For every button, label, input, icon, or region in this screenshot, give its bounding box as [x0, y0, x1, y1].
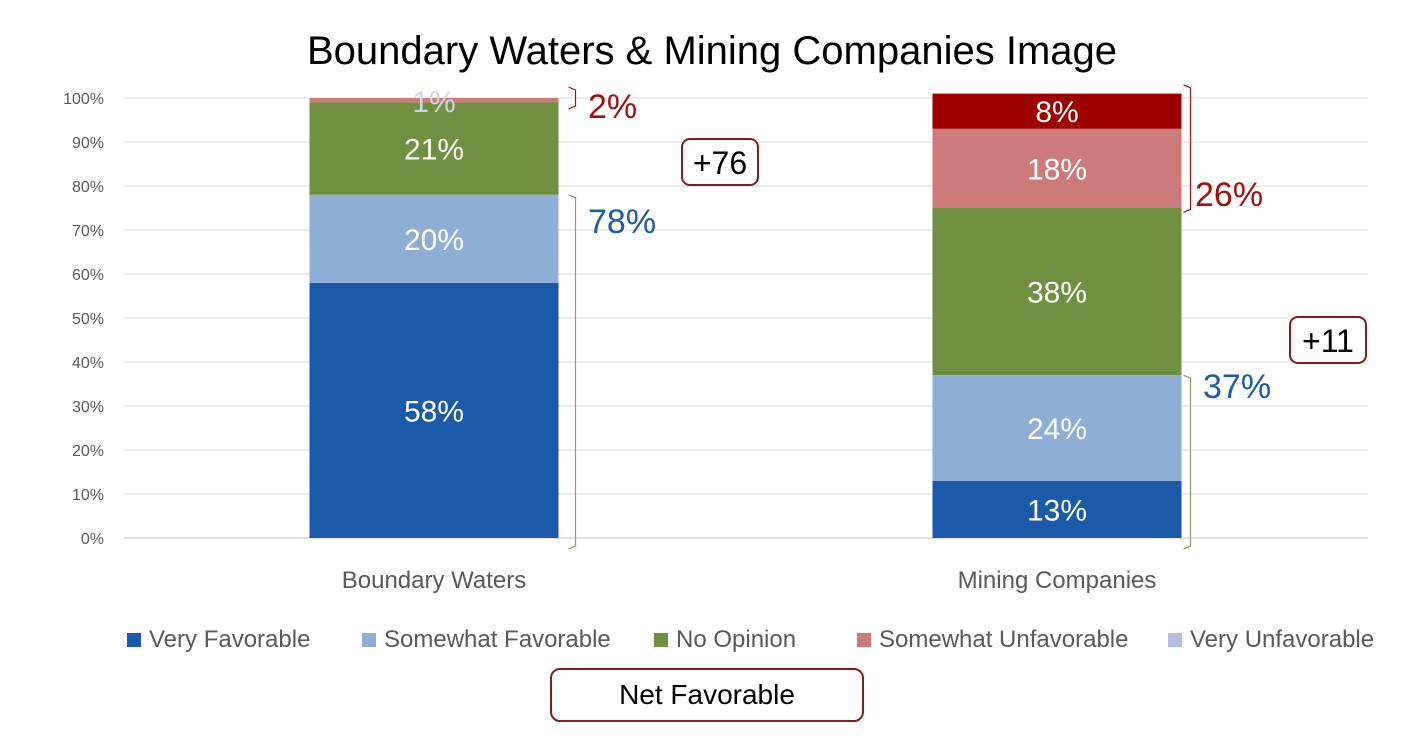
- x-axis: Boundary Waters Mining Companies: [342, 567, 1157, 594]
- bar-data-label: 18%: [1027, 153, 1087, 186]
- legend-item: Very Unfavorable: [1168, 626, 1374, 654]
- chart-title: Boundary Waters & Mining Companies Image: [307, 29, 1117, 73]
- bar-segment: [309, 282, 559, 538]
- y-tick-label: 100%: [63, 91, 104, 108]
- bar-data-label: 58%: [404, 395, 464, 428]
- bracket-total-label: 26%: [1195, 176, 1263, 214]
- legend-swatch: [362, 633, 376, 647]
- bar-data-label: 21%: [404, 134, 464, 167]
- bracket: [568, 86, 577, 110]
- legend: Very Favorable Somewhat Favorable No Opini…: [0, 626, 1424, 662]
- y-tick-label: 80%: [72, 179, 104, 196]
- bar-segment: [932, 375, 1182, 481]
- legend-item: No Opinion: [654, 626, 796, 654]
- x-category-label: Mining Companies: [958, 567, 1157, 594]
- bar-segment: [932, 128, 1182, 208]
- bar-segment: [932, 480, 1182, 538]
- net-favorable-box: [1289, 316, 1367, 364]
- net-favorable-value: +76: [693, 145, 747, 181]
- legend-label: No Opinion: [676, 626, 797, 653]
- net-favorable-value: +11: [1302, 323, 1354, 359]
- y-tick-label: 30%: [72, 399, 104, 416]
- bracket-total-label: 78%: [588, 203, 656, 241]
- bar-segment: [932, 208, 1182, 376]
- bar-segment: [309, 102, 559, 195]
- y-tick-label: 40%: [72, 355, 104, 372]
- net-favorable-legend-box: Net Favorable: [550, 668, 864, 722]
- legend-swatch: [654, 633, 668, 647]
- brackets: 78% 2% +76 37% 26% +11: [568, 84, 1367, 550]
- bar-segment: [309, 98, 559, 103]
- y-tick-label: 50%: [72, 311, 104, 328]
- y-tick-label: 20%: [72, 443, 104, 460]
- legend-label: Somewhat Favorable: [384, 626, 611, 653]
- bar-segment: [932, 93, 1182, 129]
- x-category-label: Boundary Waters: [342, 567, 527, 594]
- bracket-total-label: 2%: [588, 88, 637, 126]
- y-tick-label: 90%: [72, 135, 104, 152]
- bracket: [1183, 84, 1192, 213]
- net-favorable-legend-label: Net Favorable: [619, 679, 795, 710]
- y-tick-label: 0%: [81, 531, 104, 548]
- bar-data-label: 38%: [1027, 277, 1087, 310]
- y-tick-label: 70%: [72, 223, 104, 240]
- legend-item: Very Favorable: [127, 626, 310, 654]
- legend-label: Very Unfavorable: [1190, 626, 1375, 653]
- y-axis: 0% 10% 20% 30% 40% 50% 60% 70% 80% 90% 100%: [63, 91, 104, 548]
- bar-data-label: 8%: [1035, 96, 1078, 129]
- legend-item: Somewhat Favorable: [362, 626, 611, 654]
- bar-segment: [309, 194, 559, 283]
- bracket-total-label: 37%: [1203, 368, 1271, 406]
- bar-data-label: 20%: [404, 224, 464, 257]
- bracket: [1183, 374, 1192, 550]
- legend-swatch: [127, 633, 141, 647]
- bars: 58% 20% 21% 1% 13% 24% 38% 18% 8%: [309, 86, 1182, 538]
- bracket: [568, 194, 577, 550]
- bar-data-label: 13%: [1027, 494, 1087, 527]
- net-favorable-box: [681, 138, 759, 186]
- legend-item: Somewhat Unfavorable: [857, 626, 1128, 654]
- legend-swatch: [1168, 633, 1182, 647]
- bar-data-label: 1%: [412, 86, 455, 119]
- legend-label: Very Favorable: [149, 626, 311, 653]
- legend-swatch: [857, 633, 871, 647]
- legend-label: Somewhat Unfavorable: [879, 626, 1129, 653]
- y-tick-label: 60%: [72, 267, 104, 284]
- y-tick-label: 10%: [72, 487, 104, 504]
- bar-data-label: 24%: [1027, 413, 1087, 446]
